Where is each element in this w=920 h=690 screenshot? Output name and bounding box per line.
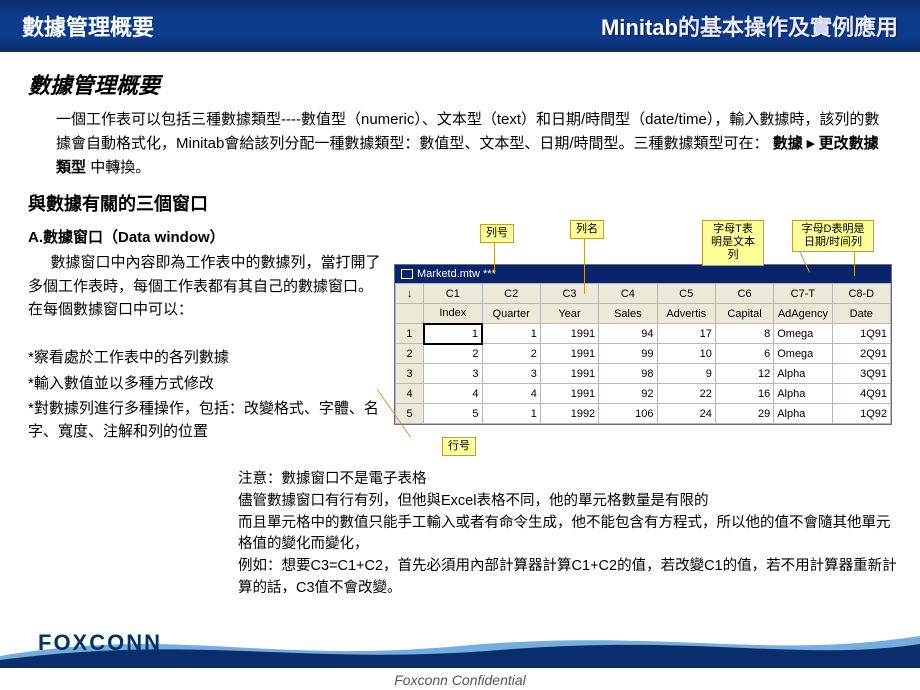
subsection-a-p1: 數據窗口中內容即為工作表中的數據列，當打開了多個工作表時，每個工作表都有其自己的… xyxy=(28,251,382,321)
callouts-top: 列号 列名 字母T表明是文本列 字母D表明是日期/时间列 xyxy=(394,230,892,264)
col-id: C5 xyxy=(657,284,715,304)
col-name: AdAgency xyxy=(774,304,832,324)
col-name: Quarter xyxy=(482,304,540,324)
arrow-col-id xyxy=(494,242,495,274)
bullet-2: 輸入數值並以多種方式修改 xyxy=(28,372,382,395)
header-row-names: Index Quarter Year Sales Advertis Capita… xyxy=(396,304,891,324)
col-name: Index xyxy=(424,304,482,324)
callout-d-meaning: 字母D表明是日期/时间列 xyxy=(792,220,874,252)
foxconn-logo: FOXCONN xyxy=(38,630,162,656)
col-id: C8-D xyxy=(832,284,890,304)
section-h2: 與數據有關的三個窗口 xyxy=(28,190,892,216)
col-id: C7-T xyxy=(774,284,832,304)
subsection-a-title: A.數據窗口（Data window） xyxy=(28,226,382,249)
corner-cell: ↓ xyxy=(396,284,424,304)
right-column: 列号 列名 字母T表明是文本列 字母D表明是日期/时间列 Marketd.mtw… xyxy=(394,226,892,459)
left-column: A.數據窗口（Data window） 數據窗口中內容即為工作表中的數據列，當打… xyxy=(28,226,382,459)
para1-text: 一個工作表可以包括三種數據類型----數值型（numeric）、文本型（text… xyxy=(56,111,879,152)
slide-header: 數據管理概要 Minitab的基本操作及實例應用 xyxy=(0,0,920,52)
col-id: C3 xyxy=(540,284,598,304)
notes-block: 注意：數據窗口不是電子表格 儘管數據窗口有行有列，但他與Excel表格不同，他的… xyxy=(238,469,898,600)
note-line-3: 而且單元格中的數值只能手工輸入或者有命令生成，他不能包含有方程式，所以他的值不會… xyxy=(238,513,898,557)
data-window: Marketd.mtw *** ↓ C1 C2 C3 C4 C5 C6 C7-T xyxy=(394,264,892,425)
col-name: Year xyxy=(540,304,598,324)
para1-tail: 中轉換。 xyxy=(90,159,150,176)
col-name: Capital xyxy=(715,304,773,324)
window-title-text: Marketd.mtw *** xyxy=(417,268,496,280)
header-left-title: 數據管理概要 xyxy=(22,10,154,42)
callout-t-meaning: 字母T表明是文本列 xyxy=(702,220,764,266)
col-id: C1 xyxy=(424,284,482,304)
bullet-3: 對數據列進行多種操作，包括：改變格式、字體、名字、寬度、注解和列的位置 xyxy=(28,397,382,444)
col-name: Advertis xyxy=(657,304,715,324)
window-titlebar: Marketd.mtw *** xyxy=(395,265,891,283)
table-row: 3 33199198912Alpha3Q91 xyxy=(396,364,891,384)
col-id: C6 xyxy=(715,284,773,304)
col-id: C4 xyxy=(599,284,657,304)
window-icon xyxy=(401,269,413,279)
col-name: Sales xyxy=(599,304,657,324)
col-name: Date xyxy=(832,304,890,324)
col-id: C2 xyxy=(482,284,540,304)
header-row-ids: ↓ C1 C2 C3 C4 C5 C6 C7-T C8-D xyxy=(396,284,891,304)
arrow-col-name xyxy=(584,236,585,294)
callout-col-name: 列名 xyxy=(570,220,604,239)
table-row: 1 1 1 1991 94 17 8 Omega 1Q91 xyxy=(396,324,891,344)
table-row: 4 441991922216Alpha4Q91 xyxy=(396,384,891,404)
note-line-4: 例如：想要C3=C1+C2，首先必須用內部計算器計算C1+C2的值，若改變C1的… xyxy=(238,556,898,600)
header-right-prefix: Minitab xyxy=(601,15,678,40)
slide-content: 數據管理概要 一個工作表可以包括三種數據類型----數值型（numeric）、文… xyxy=(0,52,920,610)
data-grid: ↓ C1 C2 C3 C4 C5 C6 C7-T C8-D Index Quar… xyxy=(395,283,891,424)
confidential-text: Foxconn Confidential xyxy=(0,672,920,688)
table-row: 2 22199199106Omega2Q91 xyxy=(396,344,891,364)
callout-row-id: 行号 xyxy=(442,437,476,456)
header-right-title: Minitab的基本操作及實例應用 xyxy=(601,10,898,42)
note-line-2: 儘管數據窗口有行有列，但他與Excel表格不同，他的單元格數量是有限的 xyxy=(238,491,898,513)
header-right-suffix: 的基本操作及實例應用 xyxy=(678,15,898,40)
section-title: 數據管理概要 xyxy=(28,68,892,100)
section-para1: 一個工作表可以包括三種數據類型----數值型（numeric）、文本型（text… xyxy=(56,108,882,180)
bullet-1: 察看處於工作表中的各列數據 xyxy=(28,346,382,369)
table-row: 5 5119921062429Alpha1Q92 xyxy=(396,404,891,424)
callout-col-id: 列号 xyxy=(480,224,514,243)
note-line-1: 注意：數據窗口不是電子表格 xyxy=(238,469,898,491)
